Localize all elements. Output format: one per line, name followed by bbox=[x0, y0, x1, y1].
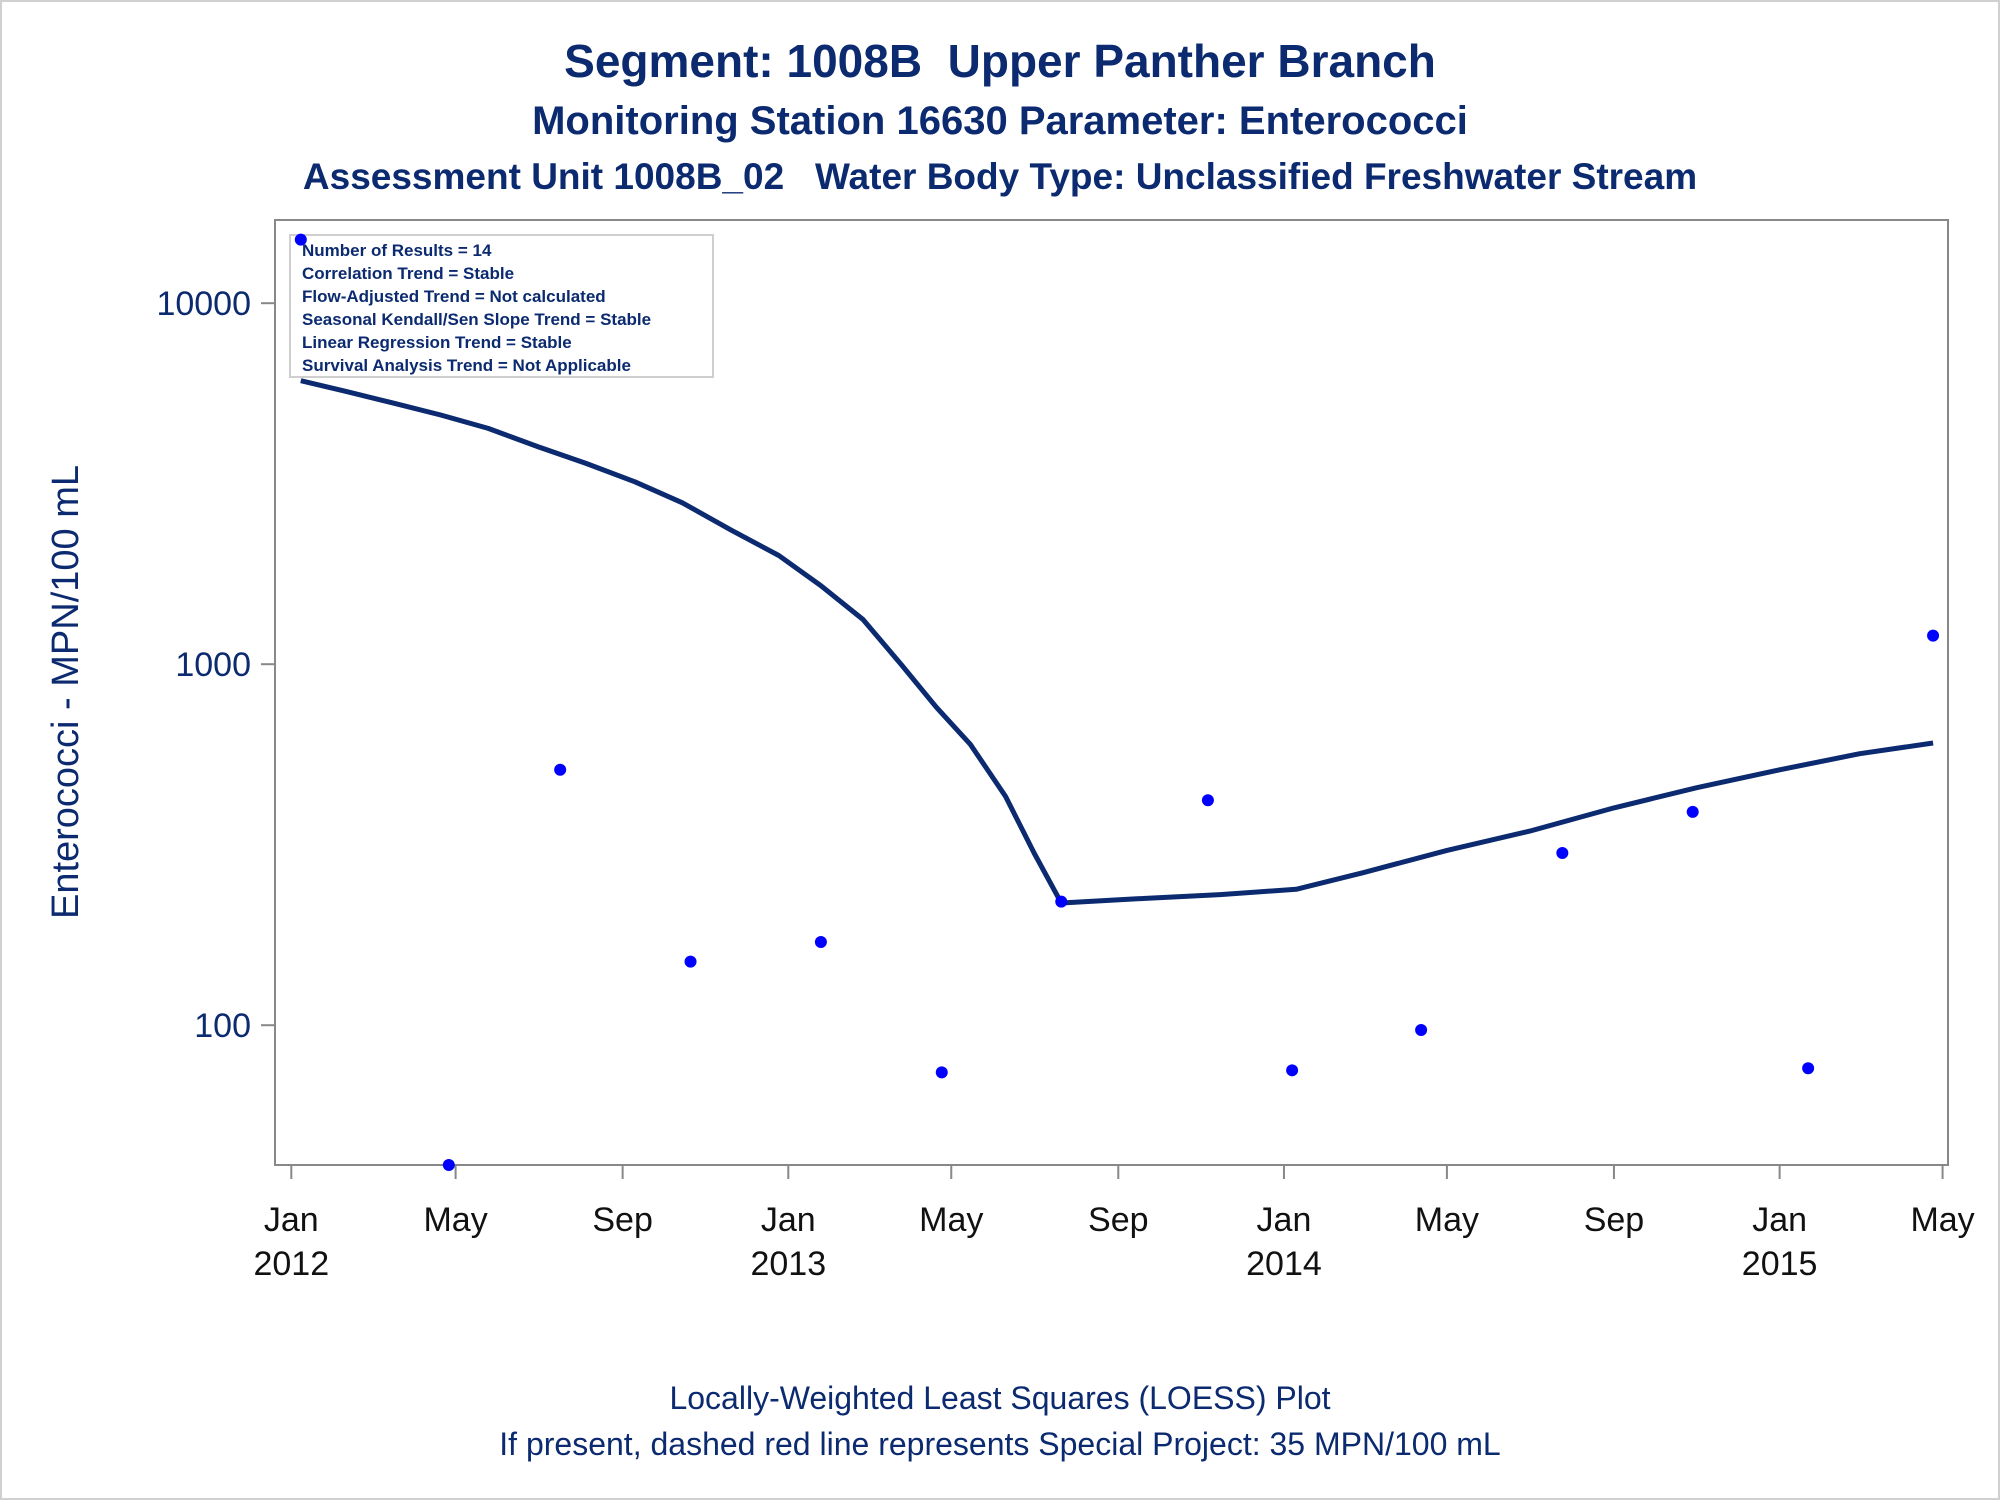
stats-line: Survival Analysis Trend = Not Applicable bbox=[302, 356, 631, 375]
plot-area bbox=[274, 219, 1949, 1166]
x-tick-label: Jan bbox=[761, 1201, 816, 1239]
footnote-special-project: If present, dashed red line represents S… bbox=[499, 1426, 1501, 1462]
x-tick-label: May bbox=[1415, 1201, 1479, 1239]
x-tick-label: May bbox=[1910, 1201, 1974, 1239]
data-point bbox=[1201, 794, 1214, 807]
data-point bbox=[554, 763, 567, 776]
stats-box: Number of Results = 14 Correlation Trend… bbox=[289, 234, 714, 378]
data-point bbox=[684, 955, 697, 968]
x-tick-label: Sep bbox=[592, 1201, 653, 1239]
data-point bbox=[1055, 895, 1068, 908]
data-point bbox=[442, 1159, 455, 1171]
data-point bbox=[935, 1066, 948, 1079]
data-point bbox=[814, 936, 827, 949]
chart-subtitle-assessment: Assessment Unit 1008B_02 Water Body Type… bbox=[302, 156, 1698, 197]
x-tick-label: Jan bbox=[1257, 1201, 1312, 1239]
x-tick-label: May bbox=[919, 1201, 983, 1239]
data-point bbox=[1286, 1064, 1299, 1077]
stats-box-border bbox=[289, 234, 714, 378]
x-tick-year-label: 2013 bbox=[750, 1245, 826, 1283]
chart-subtitle-station: Monitoring Station 16630 Parameter: Ente… bbox=[532, 99, 1468, 143]
stats-line: Seasonal Kendall/Sen Slope Trend = Stabl… bbox=[302, 310, 651, 329]
data-marks bbox=[294, 233, 1940, 1171]
stats-line: Linear Regression Trend = Stable bbox=[302, 333, 572, 352]
x-tick-label: Sep bbox=[1088, 1201, 1149, 1239]
stats-line: Correlation Trend = Stable bbox=[302, 264, 514, 283]
data-point bbox=[1415, 1023, 1428, 1036]
x-axis: Jan 2012 May Sep Jan 2013 May Sep Jan 2014 May Sep J… bbox=[253, 1165, 1975, 1283]
y-tick-label: 100 bbox=[194, 1007, 251, 1045]
x-tick-year-label: 2015 bbox=[1742, 1245, 1818, 1283]
x-tick-year-label: 2012 bbox=[253, 1245, 329, 1283]
chart-title: Segment: 1008B Upper Panther Branch bbox=[564, 35, 1436, 87]
data-point bbox=[1927, 629, 1940, 642]
y-axis-label: Enterococci - MPN/100 mL bbox=[45, 465, 87, 919]
x-tick-year-label: 2014 bbox=[1246, 1245, 1322, 1283]
data-point bbox=[1686, 805, 1699, 818]
stats-line: Number of Results = 14 bbox=[302, 241, 492, 260]
stats-line: Flow-Adjusted Trend = Not calculated bbox=[302, 287, 606, 306]
x-tick-label: Sep bbox=[1584, 1201, 1645, 1239]
footnote-loess: Locally-Weighted Least Squares (LOESS) P… bbox=[669, 1380, 1331, 1416]
y-axis: 100 1000 10000 bbox=[156, 285, 275, 1045]
data-point bbox=[294, 233, 307, 246]
y-tick-label: 1000 bbox=[175, 646, 251, 684]
x-tick-label: Jan bbox=[1752, 1201, 1807, 1239]
loess-line bbox=[300, 378, 1934, 906]
data-point bbox=[1556, 846, 1569, 859]
y-tick-label: 10000 bbox=[156, 285, 251, 323]
x-tick-label: May bbox=[423, 1201, 487, 1239]
x-tick-label: Jan bbox=[264, 1201, 319, 1239]
data-point bbox=[1802, 1062, 1815, 1075]
